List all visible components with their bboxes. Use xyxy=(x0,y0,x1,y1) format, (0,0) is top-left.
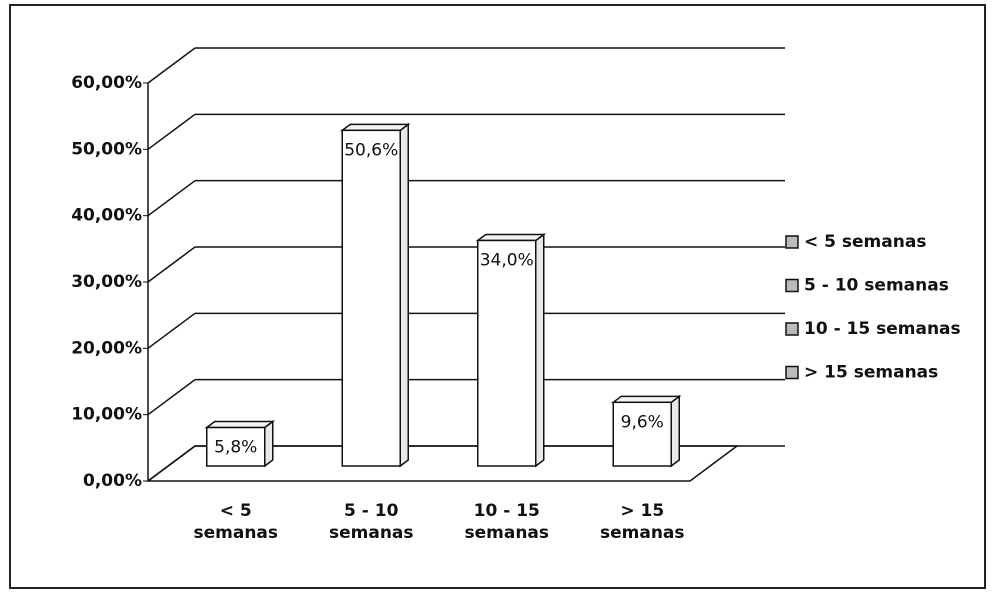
bar xyxy=(341,129,401,467)
bar-top xyxy=(340,123,411,132)
grid-line xyxy=(147,379,196,416)
x-tick-label-box: > 15 semanas xyxy=(599,501,685,543)
legend-swatch xyxy=(785,322,799,336)
y-tick-label: 60,00% xyxy=(71,73,142,93)
x-tick-label: > 15 semanas xyxy=(599,501,685,543)
legend-swatch xyxy=(785,235,799,249)
bar-side xyxy=(399,122,409,468)
y-tick-label: 40,00% xyxy=(71,206,142,226)
legend-label: 10 - 15 semanas xyxy=(804,319,961,339)
legend-label: > 15 semanas xyxy=(804,363,938,383)
data-label: 5,8% xyxy=(214,438,257,458)
x-tick-label-box: < 5 semanas xyxy=(193,501,279,543)
grid-line xyxy=(147,113,196,150)
data-label: 50,6% xyxy=(344,140,398,160)
grid-line xyxy=(147,246,196,283)
bar xyxy=(612,401,672,467)
legend-label: 5 - 10 semanas xyxy=(804,276,949,296)
bar-top xyxy=(475,233,546,242)
bar-side xyxy=(670,394,680,468)
x-tick-label: 5 - 10 semanas xyxy=(328,501,414,543)
y-tick-label: 30,00% xyxy=(71,272,142,292)
grid-line xyxy=(147,445,196,482)
grid-line xyxy=(147,47,196,84)
x-tick-label-box: 5 - 10 semanas xyxy=(328,501,414,543)
y-tick-label: 50,00% xyxy=(71,139,142,159)
y-tick-label: 20,00% xyxy=(71,338,142,358)
grid-line xyxy=(147,312,196,349)
data-label: 34,0% xyxy=(480,250,534,270)
x-tick-label: 10 - 15 semanas xyxy=(464,501,550,543)
y-tick-label: 0,00% xyxy=(83,471,142,491)
bar xyxy=(206,426,266,467)
x-tick-label-box: 10 - 15 semanas xyxy=(464,501,550,543)
legend-label: < 5 semanas xyxy=(804,232,926,252)
legend-swatch xyxy=(785,365,799,380)
bar-top xyxy=(611,395,682,404)
x-tick-label: < 5 semanas xyxy=(193,501,279,543)
data-label: 9,6% xyxy=(621,412,664,432)
grid-line xyxy=(147,180,196,217)
y-tick-label: 10,00% xyxy=(71,405,142,425)
bar-side xyxy=(535,232,545,468)
legend-swatch xyxy=(785,278,799,293)
bar-top xyxy=(204,420,275,429)
bar-side xyxy=(264,420,274,468)
bar xyxy=(477,239,537,467)
